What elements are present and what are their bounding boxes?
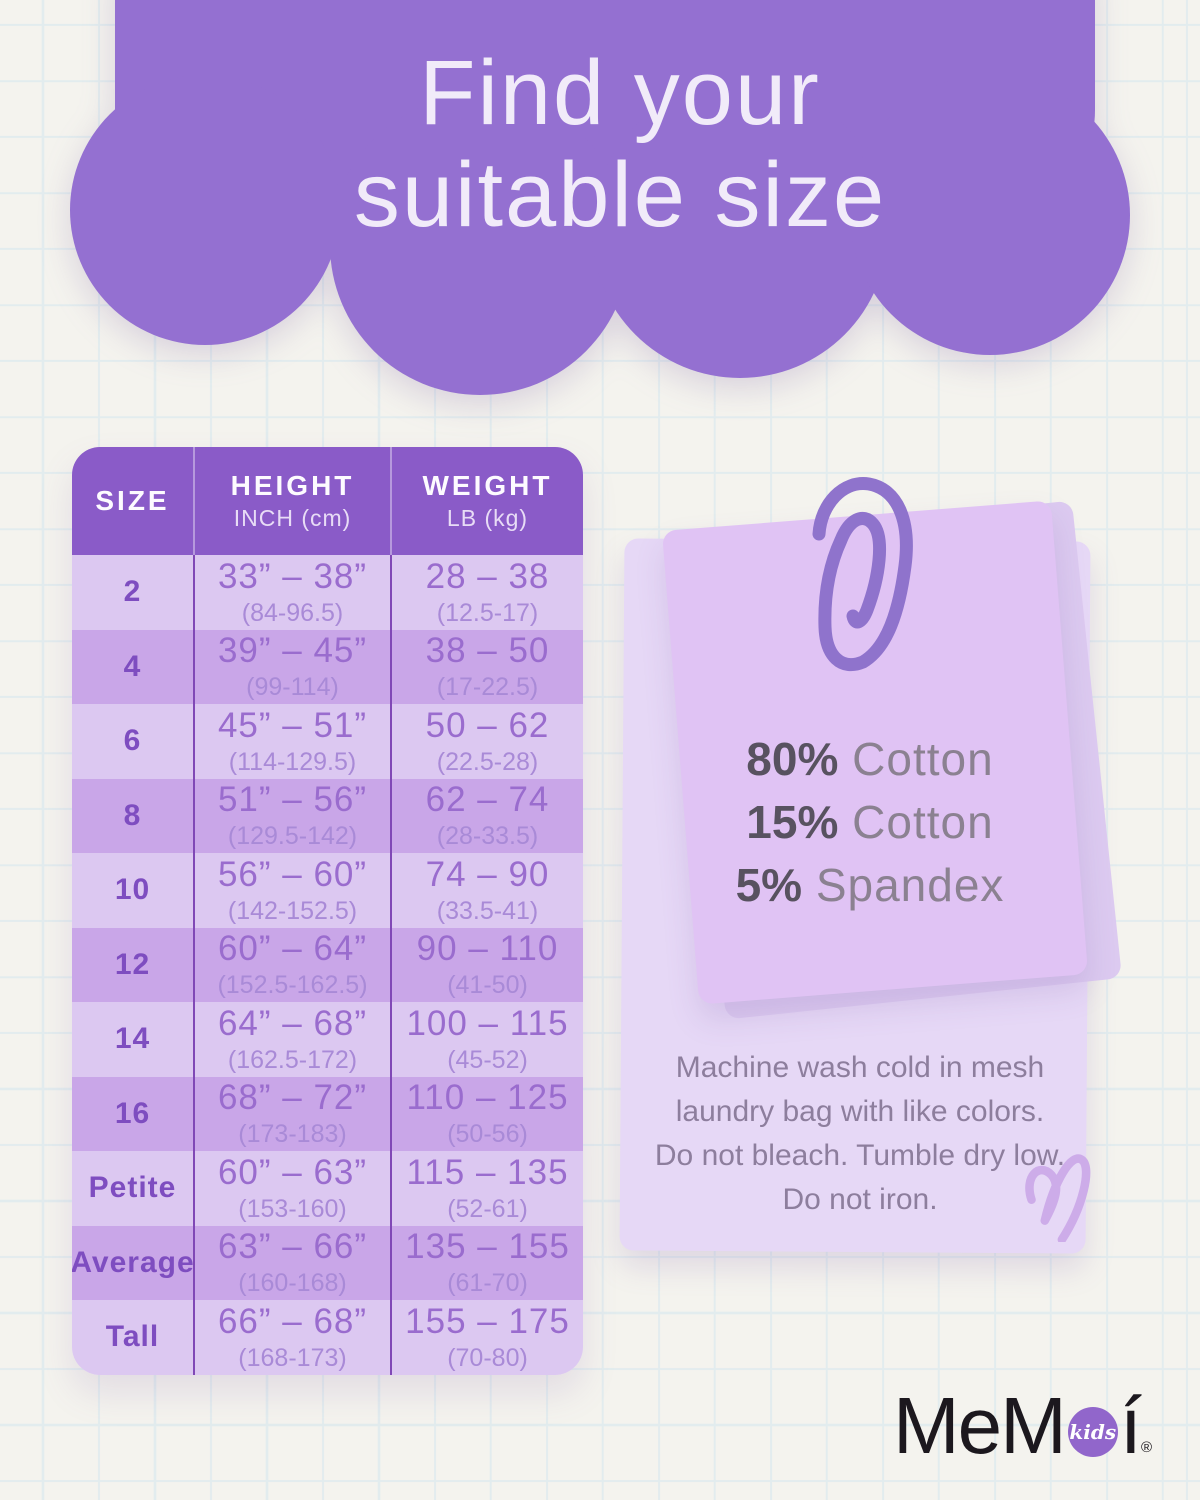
table-row-size-cell: Tall xyxy=(72,1300,193,1375)
table-row-size-cell: 16 xyxy=(72,1076,193,1151)
table-row-weight-cell: 110 – 125 (50-56) xyxy=(390,1076,583,1151)
page-title-line1: Find your xyxy=(419,42,821,144)
header-label: WEIGHT xyxy=(422,470,553,501)
table-row-height-cell: 33” – 38” (84-96.5) xyxy=(193,555,390,630)
table-row-height-cell: 45” – 51” (114-129.5) xyxy=(193,704,390,779)
table-row-weight-cell: 100 – 115 (45-52) xyxy=(390,1002,583,1077)
table-row-size-cell: Petite xyxy=(72,1151,193,1226)
table-row-weight-cell: 135 – 155 (61-70) xyxy=(390,1225,583,1300)
care-line: Do not iron. xyxy=(782,1183,938,1216)
column-header-height: HEIGHT INCH (cm) xyxy=(193,447,390,555)
table-row-weight-cell: 155 – 175 (70-80) xyxy=(390,1300,583,1375)
page-title-line2: suitable size xyxy=(353,144,887,246)
page-title: Find your suitable size xyxy=(130,42,1110,246)
care-line: Do not bleach. Tumble dry low. xyxy=(654,1139,1066,1172)
logo-kids-badge: kids xyxy=(1067,1407,1118,1457)
title-cloud: Find your suitable size xyxy=(0,0,1200,430)
table-row-size-cell: 2 xyxy=(72,555,193,630)
column-header-size: SIZE xyxy=(72,447,193,555)
header-sublabel: INCH (cm) xyxy=(233,505,352,531)
table-row-size-cell: 14 xyxy=(72,1002,193,1077)
table-row-height-cell: 51” – 56” (129.5-142) xyxy=(193,778,390,853)
composition-line: 15% Cotton xyxy=(746,796,994,848)
table-row-weight-cell: 28 – 38 (12.5-17) xyxy=(390,555,583,630)
table-row-weight-cell: 50 – 62 (22.5-28) xyxy=(390,704,583,779)
table-row-height-cell: 68” – 72” (173-183) xyxy=(193,1076,390,1151)
heart-doodle-icon xyxy=(1025,1154,1091,1242)
table-row-weight-cell: 62 – 74 (28-33.5) xyxy=(390,778,583,853)
column-header-weight: WEIGHT LB (kg) xyxy=(390,447,583,555)
cloud-lobe xyxy=(592,82,888,378)
cloud-lobe xyxy=(330,95,630,395)
table-row-height-cell: 56” – 60” (142-152.5) xyxy=(193,853,390,928)
memoi-kids-logo: MeM kids í ® xyxy=(893,1386,1152,1466)
fabric-composition-text: 80% Cotton 15% Cotton 5% Spandex xyxy=(655,728,1085,917)
logo-kids-label: kids xyxy=(1069,1420,1117,1444)
table-row-height-cell: 39” – 45” (99-114) xyxy=(193,629,390,704)
table-row-weight-cell: 115 – 135 (52-61) xyxy=(390,1151,583,1226)
cloud-lobe xyxy=(850,75,1130,355)
table-row-size-cell: 10 xyxy=(72,853,193,928)
composition-line: 5% Spandex xyxy=(735,859,1005,911)
registered-trademark-symbol: ® xyxy=(1141,1439,1153,1456)
table-row-size-cell: Average xyxy=(72,1225,194,1300)
table-row-height-cell: 60” – 63” (153-160) xyxy=(193,1151,390,1226)
table-row-weight-cell: 38 – 50 (17-22.5) xyxy=(390,629,583,704)
table-row-size-cell: 12 xyxy=(72,927,193,1002)
table-row-size-cell: 8 xyxy=(72,778,193,853)
table-row-weight-cell: 74 – 90 (33.5-41) xyxy=(390,853,583,928)
header-sublabel: LB (kg) xyxy=(446,505,529,531)
table-row-height-cell: 64” – 68” (162.5-172) xyxy=(193,1002,390,1077)
care-instructions-text: Machine wash cold in mesh laundry bag wi… xyxy=(630,1046,1090,1222)
logo-text-prefix: MeM xyxy=(893,1381,1067,1470)
table-row-size-cell: 4 xyxy=(72,629,193,704)
header-label: HEIGHT xyxy=(230,470,355,501)
header-label: SIZE xyxy=(95,485,170,516)
care-line: laundry bag with like colors. xyxy=(675,1095,1045,1128)
care-line: Machine wash cold in mesh xyxy=(675,1051,1045,1084)
paperclip-icon xyxy=(812,477,913,672)
cloud-lobe xyxy=(70,75,340,345)
table-row-height-cell: 63” – 66” (160-168) xyxy=(193,1225,390,1300)
table-row-size-cell: 6 xyxy=(72,704,193,779)
composition-line: 80% Cotton xyxy=(746,733,994,785)
table-row-height-cell: 66” – 68” (168-173) xyxy=(193,1300,390,1375)
logo-text-suffix: í xyxy=(1119,1381,1142,1470)
size-chart-table: SIZE HEIGHT INCH (cm) WEIGHT LB (kg) 2 3… xyxy=(72,447,583,1375)
table-row-height-cell: 60” – 64” (152.5-162.5) xyxy=(193,927,390,1002)
table-row-weight-cell: 90 – 110 (41-50) xyxy=(390,927,583,1002)
